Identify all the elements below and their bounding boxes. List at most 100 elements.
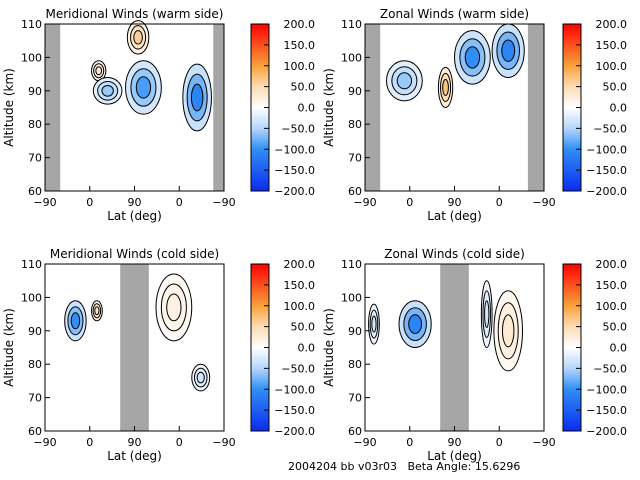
- contour-3-2: [484, 300, 490, 328]
- x-tick-label: 0: [496, 436, 503, 449]
- colorbar-label: −200.0: [586, 425, 627, 438]
- no-data-region: [440, 264, 469, 431]
- x-tick-label: 0: [176, 436, 183, 449]
- y-tick-label: 90: [28, 85, 42, 98]
- colorbar-label: 0.0: [610, 102, 628, 115]
- x-tick-label: −90: [212, 436, 235, 449]
- colorbar-label: −50.0: [593, 122, 627, 135]
- colorbar-label: 150.0: [596, 39, 628, 52]
- colorbar-label: −150.0: [586, 404, 627, 417]
- colorbar-label: 200.0: [596, 258, 628, 271]
- x-tick-label: 90: [448, 436, 462, 449]
- colorbar-label: −150.0: [586, 164, 627, 177]
- x-tick-label: 0: [86, 196, 93, 209]
- colorbar-label: −50.0: [281, 362, 315, 375]
- x-axis-label: Lat (deg): [107, 209, 162, 223]
- contour-0-2: [408, 314, 423, 334]
- colorbar-label: 150.0: [284, 39, 316, 52]
- colorbar-label: 200.0: [284, 258, 316, 271]
- x-tick-label: −90: [353, 436, 376, 449]
- chart-title: Meridional Winds (warm side): [46, 7, 224, 21]
- y-tick-label: 60: [28, 185, 42, 198]
- panel-1: Zonal Winds (warm side) Lat (deg) Altitude…: [322, 7, 627, 223]
- colorbar-label: 100.0: [284, 300, 316, 313]
- chart-title: Zonal Winds (cold side): [384, 247, 525, 261]
- y-axis-label: Altitude (km): [322, 308, 336, 387]
- no-data-region: [527, 24, 544, 191]
- contour-3-2: [133, 30, 143, 45]
- y-tick-label: 100: [341, 291, 362, 304]
- x-tick-label: 0: [176, 196, 183, 209]
- colorbar-label: −200.0: [586, 185, 627, 198]
- y-tick-label: 90: [348, 85, 362, 98]
- panel-3: Zonal Winds (cold side) Lat (deg) Altitude…: [322, 247, 627, 463]
- y-tick-label: 60: [28, 425, 42, 438]
- colorbar-label: 50.0: [603, 321, 628, 334]
- footer-beta-value: 15.6296: [474, 460, 521, 473]
- contour-4-2: [101, 84, 114, 97]
- y-tick-label: 80: [28, 118, 42, 131]
- contour-0-2: [464, 46, 481, 69]
- chart-title: Meridional Winds (cold side): [50, 247, 219, 261]
- y-axis-label: Altitude (km): [2, 68, 16, 147]
- contour-2-2: [166, 293, 182, 322]
- y-tick-label: 110: [21, 18, 42, 31]
- colorbar-label: −100.0: [274, 143, 315, 156]
- colorbar-label: 100.0: [596, 60, 628, 73]
- colorbar-label: 0.0: [298, 102, 316, 115]
- x-tick-label: 0: [496, 196, 503, 209]
- x-tick-label: 90: [128, 436, 142, 449]
- x-tick-label: 0: [406, 436, 413, 449]
- contour-2-2: [501, 314, 515, 348]
- contour-2-2: [442, 78, 449, 96]
- x-tick-label: −90: [353, 196, 376, 209]
- colorbar-label: −50.0: [593, 362, 627, 375]
- chart-title: Zonal Winds (warm side): [380, 7, 529, 21]
- colorbar-label: 50.0: [291, 321, 316, 334]
- contour-1-2: [94, 306, 100, 316]
- no-data-region: [120, 264, 149, 431]
- x-axis-label: Lat (deg): [427, 449, 482, 463]
- x-axis-label: Lat (deg): [427, 209, 482, 223]
- contour-0-2: [135, 76, 152, 99]
- colorbar-label: 200.0: [284, 18, 316, 31]
- y-axis-label: Altitude (km): [2, 308, 16, 387]
- x-tick-label: 0: [86, 436, 93, 449]
- colorbar-label: −100.0: [586, 143, 627, 156]
- colorbar-label: −100.0: [586, 383, 627, 396]
- colorbar-label: −200.0: [274, 425, 315, 438]
- y-tick-label: 100: [21, 51, 42, 64]
- colorbar-label: −50.0: [281, 122, 315, 135]
- footer-date-version: 2004204 bb v03r03: [288, 460, 397, 473]
- y-tick-label: 70: [348, 152, 362, 165]
- x-tick-label: −90: [33, 436, 56, 449]
- y-tick-label: 110: [341, 18, 362, 31]
- x-tick-label: −90: [532, 196, 555, 209]
- y-tick-label: 100: [21, 291, 42, 304]
- no-data-region: [213, 24, 224, 191]
- contour-0-2: [70, 312, 81, 330]
- footer-beta-label: Beta Angle:: [407, 460, 472, 473]
- y-tick-label: 80: [348, 118, 362, 131]
- contour-2-2: [95, 66, 103, 76]
- y-tick-label: 80: [28, 358, 42, 371]
- x-tick-label: −90: [212, 196, 235, 209]
- panel-0: Meridional Winds (warm side) Lat (deg) Alt…: [2, 7, 315, 223]
- colorbar-label: 150.0: [596, 279, 628, 292]
- colorbar-label: 50.0: [291, 81, 316, 94]
- y-tick-label: 60: [348, 425, 362, 438]
- contour-1-2: [190, 83, 204, 112]
- contour-1-2: [501, 39, 516, 62]
- y-tick-label: 70: [348, 392, 362, 405]
- panel-2: Meridional Winds (cold side) Lat (deg) Alt…: [2, 247, 315, 463]
- colorbar-label: −150.0: [274, 404, 315, 417]
- x-tick-label: −90: [532, 436, 555, 449]
- colorbar-label: −200.0: [274, 185, 315, 198]
- y-tick-label: 90: [28, 325, 42, 338]
- contour-3-2: [196, 371, 205, 384]
- contour-3-2: [396, 72, 413, 90]
- y-tick-label: 110: [341, 258, 362, 271]
- y-tick-label: 70: [28, 392, 42, 405]
- colorbar-label: 100.0: [596, 300, 628, 313]
